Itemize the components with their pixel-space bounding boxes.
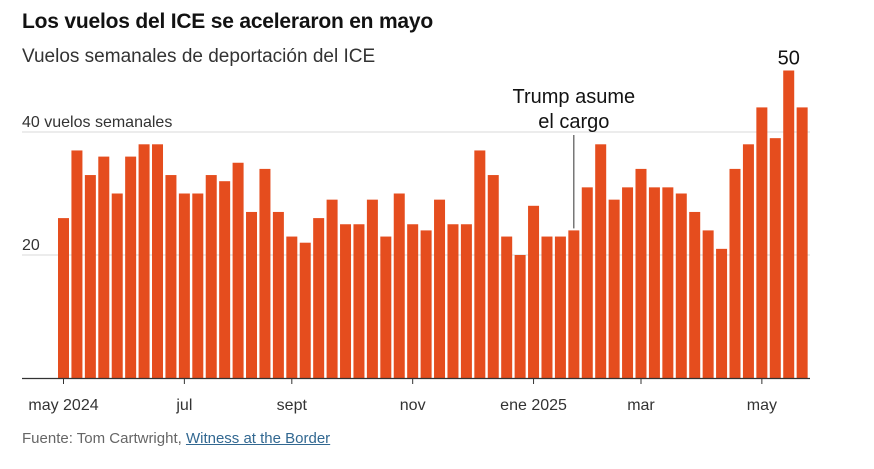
- bar: [246, 211, 258, 378]
- bar: [353, 224, 365, 378]
- x-tick-label: may: [747, 397, 777, 414]
- bar: [702, 230, 714, 378]
- bar: [689, 211, 701, 378]
- bar: [434, 199, 446, 378]
- bar: [541, 236, 553, 378]
- bar: [729, 168, 741, 378]
- bar: [286, 236, 298, 378]
- bar: [192, 193, 204, 378]
- chart-title: Los vuelos del ICE se aceleraron en mayo: [22, 10, 434, 33]
- bar: [232, 162, 244, 378]
- bar: [474, 150, 486, 378]
- annotation-trump: el cargo: [538, 111, 609, 133]
- bar: [407, 224, 419, 378]
- bar: [756, 107, 768, 379]
- bar: [393, 193, 405, 378]
- bar: [420, 230, 432, 378]
- y-tick-label: 20: [22, 237, 40, 254]
- bar: [71, 150, 83, 378]
- x-tick-label: may 2024: [28, 397, 98, 414]
- bar: [313, 218, 325, 378]
- bar: [299, 242, 311, 378]
- bar: [272, 211, 284, 378]
- x-tick-label: ene 2025: [500, 397, 567, 414]
- y-tick-label: 40 vuelos semanales: [22, 114, 172, 131]
- x-tick-label: jul: [175, 397, 192, 414]
- bar: [138, 144, 150, 378]
- bar: [460, 224, 472, 378]
- bar: [501, 236, 513, 378]
- bar: [742, 144, 754, 378]
- annotation-trump: Trump asume: [513, 86, 636, 108]
- source-note: Fuente: Tom Cartwright, Witness at the B…: [22, 430, 330, 447]
- bar-chart: 20 40 vuelos semanales may 2024 jul sept nov e…: [20, 48, 810, 414]
- x-tick-label: mar: [627, 397, 655, 414]
- bar: [568, 230, 580, 378]
- bar: [648, 187, 660, 378]
- bar: [447, 224, 459, 378]
- bar: [84, 175, 96, 378]
- x-tick-label: nov: [400, 397, 426, 414]
- bar: [178, 193, 190, 378]
- bar: [514, 255, 526, 378]
- source-link[interactable]: Witness at the Border: [185, 430, 331, 447]
- bar: [259, 168, 271, 378]
- bar: [98, 156, 110, 378]
- bar: [111, 193, 123, 378]
- bar: [675, 193, 687, 378]
- bar: [716, 248, 728, 378]
- bar: [635, 168, 647, 378]
- bar: [165, 175, 177, 378]
- bar: [58, 218, 69, 378]
- chart-subtitle: Vuelos semanales de deportación del ICE: [22, 46, 376, 67]
- bar: [380, 236, 392, 378]
- bar: [487, 175, 499, 378]
- x-tick-label: sept: [277, 397, 308, 414]
- bar: [769, 138, 781, 378]
- bar: [783, 70, 795, 378]
- bar: [326, 199, 338, 378]
- bar: [662, 187, 674, 378]
- bar: [205, 175, 217, 378]
- bar: [581, 187, 593, 378]
- bar: [366, 199, 378, 378]
- annotation-peak-value: 50: [778, 48, 800, 70]
- bar: [796, 107, 808, 379]
- bar: [219, 181, 231, 378]
- bar: [622, 187, 634, 378]
- bar: [125, 156, 137, 378]
- bar: [595, 144, 607, 378]
- bar: [608, 199, 620, 378]
- bar: [340, 224, 352, 378]
- bar: [554, 236, 566, 378]
- bar: [152, 144, 164, 378]
- bar: [528, 205, 540, 378]
- source-prefix: Fuente: Tom Cartwright,: [22, 430, 186, 447]
